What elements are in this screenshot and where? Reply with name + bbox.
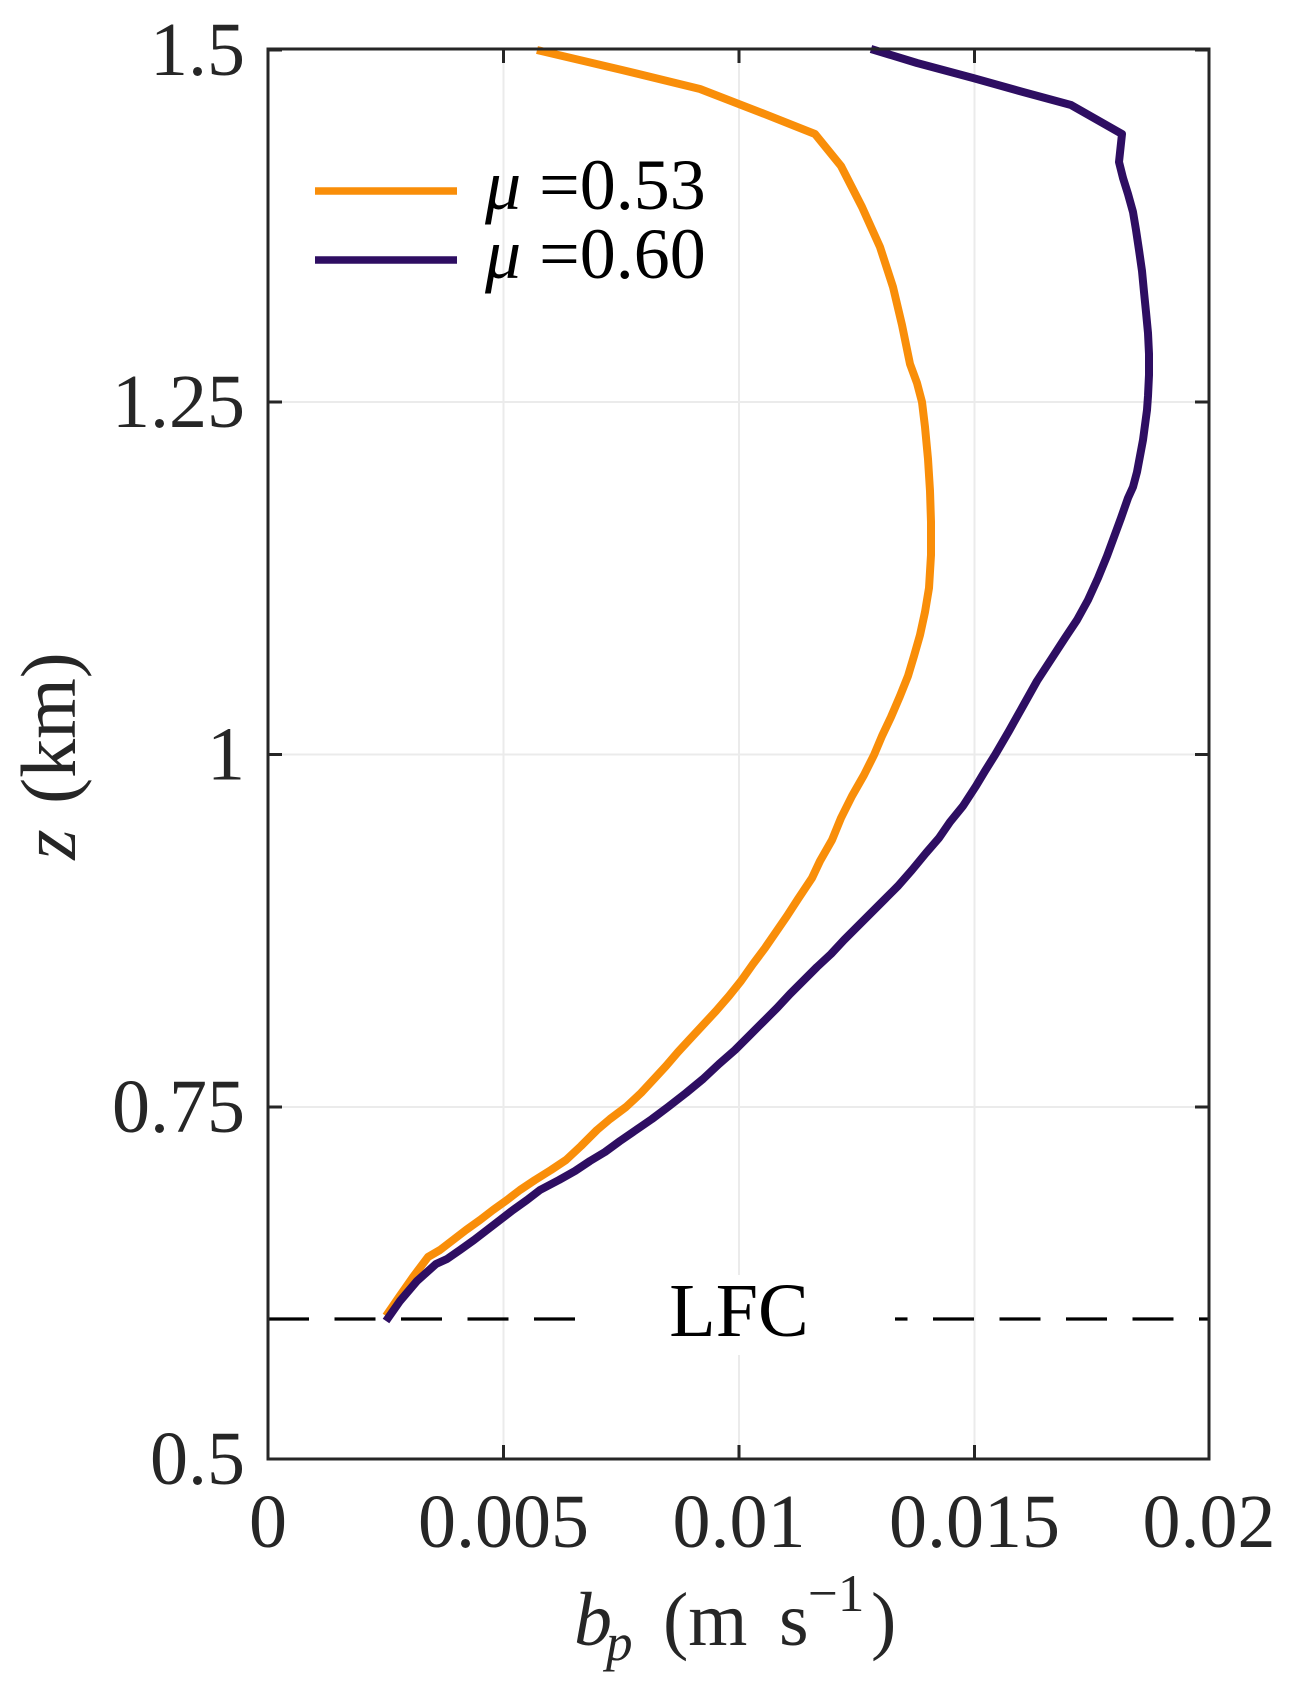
svg-text:): ) — [871, 1578, 896, 1662]
svg-text:0.5: 0.5 — [150, 1417, 245, 1501]
svg-text:(m: (m — [663, 1578, 747, 1662]
svg-text:−1: −1 — [808, 1565, 864, 1623]
svg-text:1.25: 1.25 — [112, 360, 245, 444]
svg-text:LFC: LFC — [669, 1269, 808, 1353]
svg-text:0.015: 0.015 — [889, 1480, 1060, 1564]
svg-text:z (km): z (km) — [5, 652, 92, 860]
svg-text:0.02: 0.02 — [1143, 1480, 1276, 1564]
svg-text:1.5: 1.5 — [150, 8, 245, 92]
svg-text:1: 1 — [207, 713, 245, 797]
svg-text:0.75: 0.75 — [112, 1065, 245, 1149]
svg-text:p: p — [602, 1614, 633, 1672]
svg-text:0: 0 — [249, 1480, 287, 1564]
svg-text:μ =0.53: μ =0.53 — [484, 145, 706, 225]
svg-text:0.005: 0.005 — [418, 1480, 589, 1564]
svg-text:0.01: 0.01 — [673, 1480, 806, 1564]
svg-text:s: s — [779, 1578, 809, 1662]
svg-text:b: b — [574, 1578, 612, 1662]
svg-text:μ =0.60: μ =0.60 — [484, 214, 706, 294]
